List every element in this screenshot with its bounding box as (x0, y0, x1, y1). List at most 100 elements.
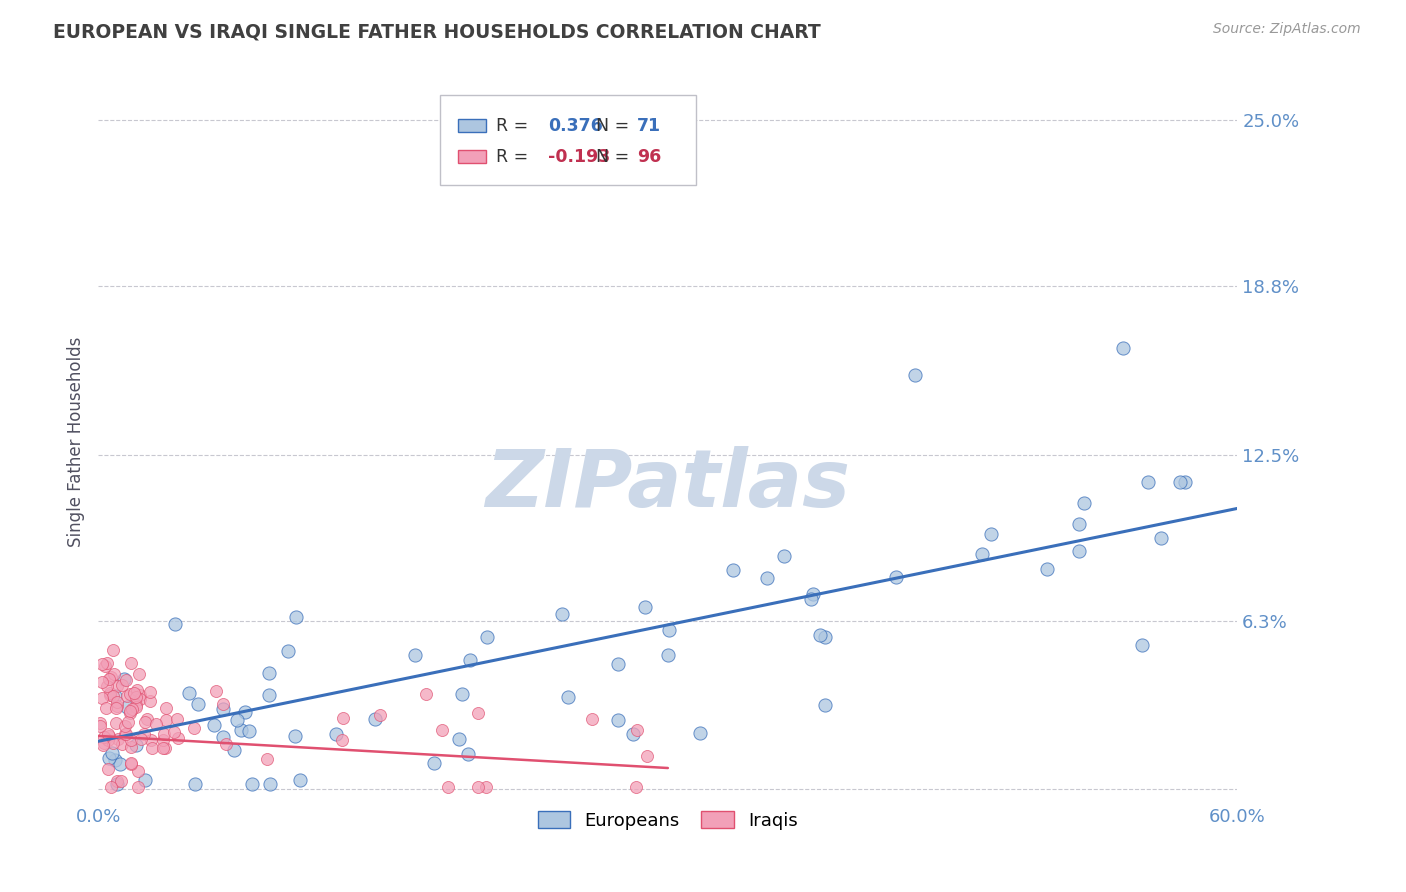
Point (240, 777, 263, 791)
Point (91, 657, 114, 672)
Point (458, 653, 481, 667)
Point (229, 723, 252, 738)
Point (153, 727, 176, 741)
Point (155, 700, 177, 714)
Point (368, 707, 391, 722)
Point (89, 715, 111, 730)
Point (105, 774, 128, 789)
Point (257, 666, 280, 681)
Point (115, 727, 138, 741)
Point (467, 780, 489, 794)
FancyBboxPatch shape (440, 95, 696, 185)
Point (125, 738, 148, 752)
Point (153, 740, 176, 755)
Point (91, 738, 114, 752)
Point (415, 687, 437, 701)
Point (98, 750, 121, 764)
Point (105, 679, 128, 693)
Point (111, 678, 134, 692)
Point (801, 586, 824, 600)
Point (122, 686, 145, 700)
Point (332, 711, 354, 725)
Text: 71: 71 (637, 117, 661, 135)
Point (257, 688, 280, 702)
Point (204, 683, 226, 698)
Point (129, 692, 152, 706)
Point (93, 659, 115, 673)
Point (120, 739, 142, 754)
Point (723, 563, 745, 577)
Point (134, 715, 156, 730)
Point (114, 727, 136, 741)
Point (256, 752, 278, 766)
Point (1112, 341, 1135, 355)
Point (152, 733, 174, 747)
Point (128, 667, 150, 681)
Point (167, 731, 190, 746)
Point (105, 698, 128, 713)
Text: N =: N = (596, 147, 636, 166)
Point (132, 727, 155, 741)
Point (477, 630, 499, 644)
Point (166, 712, 188, 726)
Point (1067, 516, 1090, 531)
Point (183, 721, 205, 735)
Point (103, 666, 125, 681)
Text: -0.193: -0.193 (548, 147, 610, 166)
Point (125, 699, 148, 714)
Point (202, 718, 225, 732)
Point (163, 724, 186, 739)
Point (120, 687, 142, 701)
Point (325, 727, 347, 741)
Point (636, 748, 658, 763)
Text: Source: ZipAtlas.com: Source: ZipAtlas.com (1213, 22, 1361, 37)
Point (475, 780, 498, 794)
Point (772, 549, 794, 563)
Point (101, 689, 124, 703)
Point (1136, 475, 1159, 489)
Point (814, 630, 837, 644)
Point (238, 724, 260, 739)
Point (626, 723, 648, 738)
Point (423, 756, 446, 771)
Point (115, 673, 138, 688)
Point (155, 713, 177, 727)
Point (212, 698, 235, 712)
Text: N =: N = (596, 117, 636, 135)
Point (284, 729, 307, 743)
Point (96, 679, 118, 693)
Point (187, 697, 209, 711)
Point (105, 701, 128, 715)
Point (557, 690, 579, 704)
Text: 96: 96 (637, 147, 661, 166)
Point (114, 718, 136, 732)
Point (125, 683, 148, 698)
Point (107, 732, 129, 747)
Point (979, 526, 1001, 541)
Point (117, 689, 139, 703)
Text: ZIPatlas: ZIPatlas (485, 446, 851, 524)
Point (581, 712, 603, 726)
Point (93, 730, 115, 744)
Point (108, 757, 131, 772)
Point (97, 727, 120, 741)
Point (138, 693, 160, 707)
Point (211, 730, 233, 744)
Point (363, 712, 385, 726)
Point (134, 772, 156, 787)
Y-axis label: Single Father Households: Single Father Households (66, 336, 84, 547)
Point (404, 648, 426, 662)
Point (93, 736, 115, 750)
Point (127, 780, 149, 794)
Point (904, 368, 927, 382)
Point (277, 644, 299, 658)
Point (120, 656, 142, 670)
Point (1170, 475, 1192, 489)
Point (1150, 532, 1173, 546)
Point (90, 690, 112, 705)
Point (808, 628, 831, 642)
Point (145, 717, 167, 731)
Point (184, 777, 207, 791)
Point (607, 657, 630, 671)
Point (330, 733, 353, 747)
